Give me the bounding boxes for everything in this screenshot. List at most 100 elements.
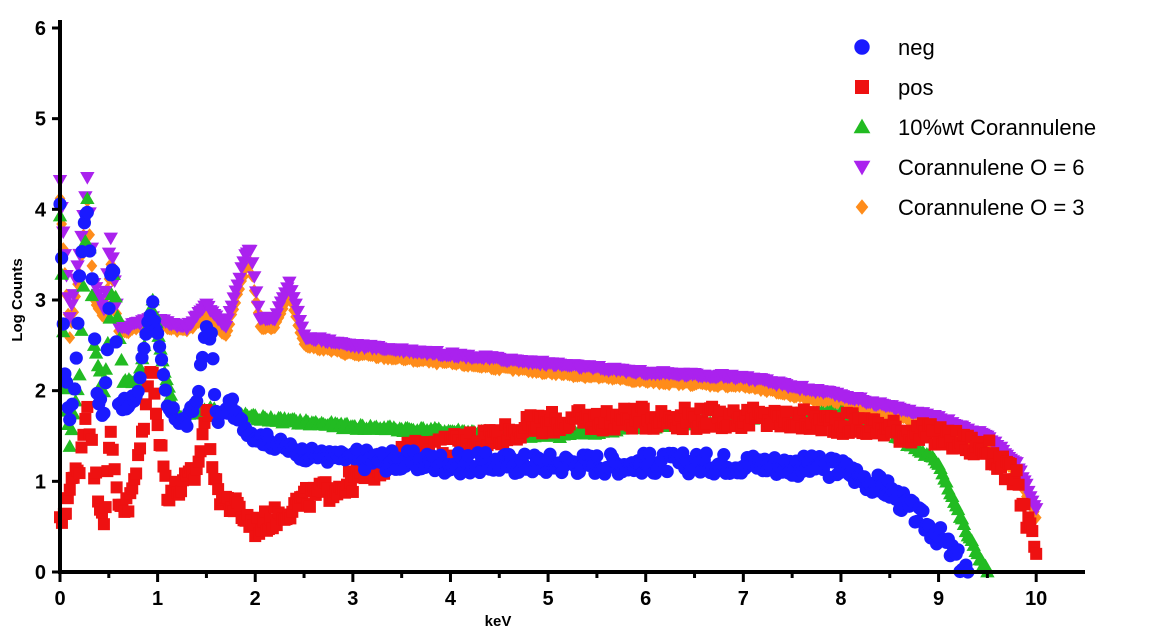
- data-point: [97, 406, 111, 420]
- data-point: [139, 327, 153, 341]
- data-point: [156, 368, 171, 382]
- data-point: [815, 424, 828, 437]
- data-point: [243, 244, 258, 258]
- data-point: [76, 279, 91, 292]
- data-point: [206, 352, 220, 366]
- data-point: [109, 335, 123, 349]
- data-point: [218, 321, 234, 334]
- data-point: [290, 305, 305, 319]
- x-tick-label: 10: [1025, 588, 1047, 610]
- data-point: [717, 448, 731, 462]
- data-point: [65, 397, 79, 411]
- data-point: [222, 324, 234, 338]
- legend-marker: [855, 199, 869, 215]
- data-point: [1028, 503, 1044, 516]
- data-point: [282, 276, 297, 290]
- data-point: [83, 244, 97, 258]
- data-point: [103, 232, 118, 246]
- data-point: [275, 307, 287, 321]
- data-point: [1030, 547, 1043, 560]
- data-point: [295, 442, 309, 456]
- data-point: [250, 300, 266, 314]
- data-point: [950, 502, 966, 516]
- legend-item-corannulene-o-6: Corannulene O = 6: [853, 155, 1085, 180]
- data-point: [479, 446, 493, 460]
- data-point: [64, 422, 79, 436]
- data-point: [90, 466, 103, 479]
- data-point: [98, 285, 113, 299]
- x-ticks: 0 1 2 3 4 5 6 7 8 9 10: [54, 572, 1047, 610]
- data-point: [284, 285, 299, 298]
- y-tick-label: 5: [35, 109, 46, 131]
- data-point: [269, 320, 281, 335]
- data-point: [956, 517, 972, 531]
- legend-marker: [854, 39, 870, 55]
- data-point: [933, 521, 948, 535]
- data-point: [194, 445, 207, 458]
- y-tick-label: 4: [35, 199, 47, 221]
- data-point: [1010, 464, 1023, 477]
- data-point: [916, 504, 930, 518]
- legend-item-corannulene-o-3: Corannulene O = 3: [855, 195, 1085, 220]
- x-tick-label: 4: [445, 588, 457, 610]
- data-point: [269, 308, 285, 321]
- legend-label: Corannulene O = 3: [898, 195, 1085, 220]
- y-tick-label: 3: [35, 290, 46, 312]
- data-point: [74, 323, 89, 336]
- legend-item-neg: neg: [854, 35, 935, 60]
- x-tick-label: 3: [347, 588, 358, 610]
- data-point: [243, 260, 255, 274]
- data-point: [713, 405, 726, 418]
- data-point: [196, 428, 209, 441]
- x-tick-label: 6: [640, 588, 651, 610]
- data-point: [122, 505, 135, 518]
- data-point: [84, 288, 100, 302]
- data-point: [71, 316, 85, 330]
- data-point: [204, 443, 217, 456]
- data-point: [73, 467, 86, 480]
- data-point: [72, 269, 87, 283]
- y-tick-label: 0: [35, 562, 46, 584]
- data-point: [107, 264, 121, 279]
- data-point: [230, 279, 245, 293]
- data-point: [94, 303, 106, 317]
- data-point: [1012, 478, 1025, 491]
- data-point: [204, 326, 218, 340]
- data-point: [62, 439, 77, 452]
- data-point: [108, 463, 121, 476]
- data-point: [536, 427, 549, 440]
- data-point: [62, 312, 77, 325]
- data-point: [139, 398, 152, 411]
- legend-label: Corannulene O = 6: [898, 155, 1085, 180]
- data-point: [68, 382, 82, 396]
- x-tick-label: 9: [933, 588, 944, 610]
- data-point: [110, 481, 123, 494]
- legend-item-pos: pos: [855, 75, 933, 100]
- data-point: [146, 366, 159, 379]
- data-point: [232, 272, 247, 286]
- data-point: [247, 271, 262, 284]
- data-point: [1018, 498, 1031, 511]
- data-point: [98, 362, 114, 375]
- data-point: [288, 298, 303, 312]
- data-point: [166, 401, 180, 415]
- data-point: [195, 350, 210, 365]
- data-point: [130, 467, 143, 480]
- data-point: [85, 433, 98, 446]
- data-point: [154, 352, 169, 367]
- data-point: [346, 485, 359, 498]
- data-point: [99, 376, 113, 390]
- data-point: [247, 519, 260, 532]
- data-point: [114, 352, 129, 366]
- data-point: [152, 339, 167, 354]
- data-point: [1026, 525, 1039, 538]
- legend-marker: [855, 80, 869, 94]
- data-point: [175, 485, 188, 498]
- series-layer: [52, 172, 1044, 579]
- series-neg: [53, 197, 975, 579]
- data-point: [294, 321, 310, 335]
- data-point: [210, 473, 223, 486]
- y-ticks: 0 1 2 3 4 5 6: [35, 18, 60, 584]
- data-point: [81, 400, 94, 413]
- data-point: [72, 367, 87, 381]
